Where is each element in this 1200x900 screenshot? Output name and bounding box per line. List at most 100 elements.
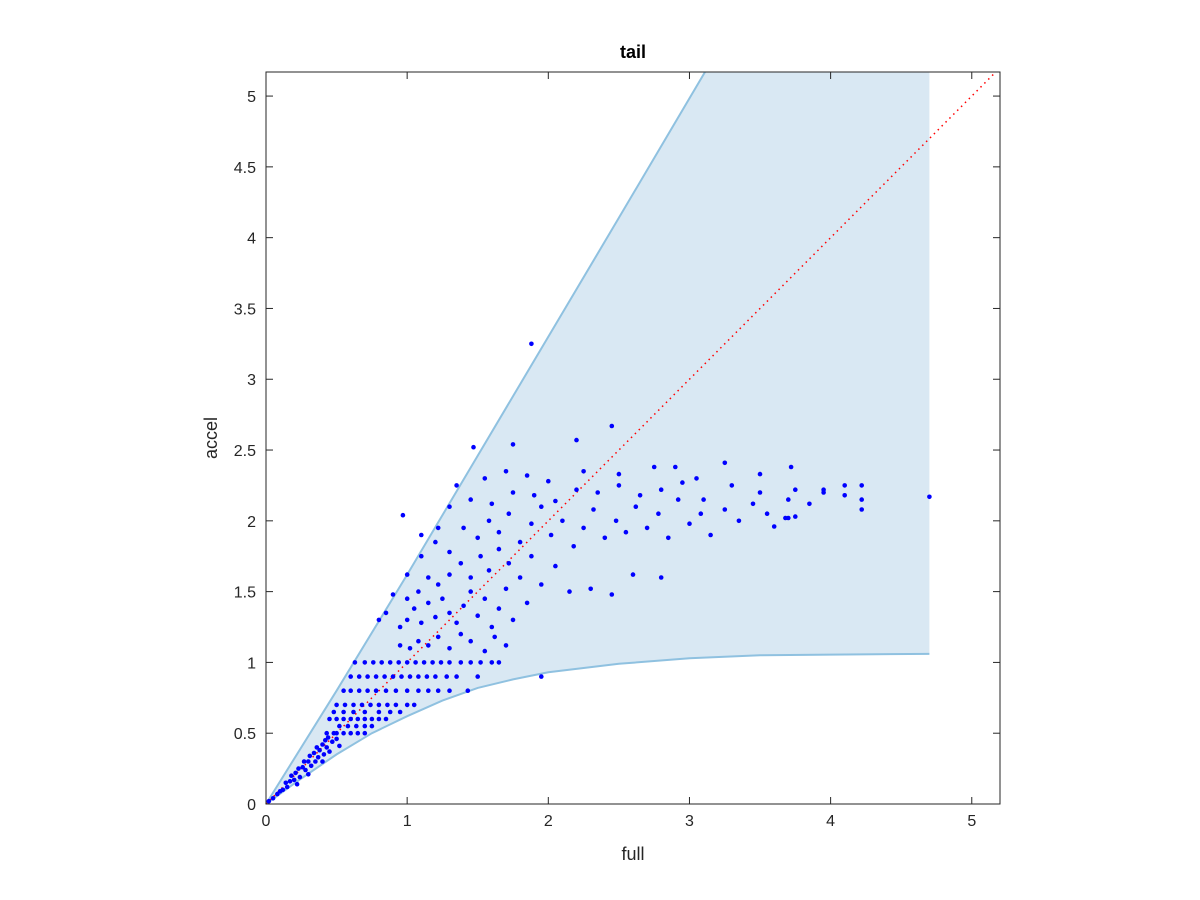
data-point bbox=[341, 709, 346, 715]
data-point bbox=[757, 471, 763, 477]
y-axis-label: accel bbox=[201, 417, 221, 459]
data-point bbox=[440, 596, 445, 601]
band-lower-edge bbox=[265, 652, 930, 805]
data-point bbox=[613, 518, 619, 524]
data-point bbox=[399, 674, 404, 679]
data-point bbox=[489, 660, 495, 665]
data-point bbox=[574, 487, 579, 493]
data-point bbox=[396, 660, 402, 665]
data-point bbox=[471, 444, 476, 450]
data-point bbox=[362, 723, 368, 729]
data-point bbox=[334, 702, 339, 708]
data-point bbox=[307, 753, 313, 759]
data-point bbox=[539, 674, 544, 679]
data-point bbox=[426, 688, 431, 693]
data-point bbox=[320, 742, 325, 747]
data-point bbox=[842, 483, 847, 488]
data-point bbox=[354, 723, 359, 729]
data-point bbox=[468, 589, 474, 594]
data-point bbox=[447, 646, 452, 651]
data-point bbox=[407, 646, 413, 651]
data-point bbox=[461, 603, 466, 609]
data-point bbox=[266, 798, 272, 804]
data-point bbox=[334, 730, 339, 736]
data-point bbox=[365, 688, 370, 693]
data-point bbox=[468, 660, 474, 665]
data-point bbox=[821, 487, 826, 493]
data-point bbox=[324, 745, 330, 750]
data-point bbox=[284, 784, 290, 790]
data-point bbox=[400, 512, 406, 518]
data-point bbox=[644, 525, 650, 531]
data-point bbox=[404, 688, 410, 693]
data-point bbox=[296, 766, 301, 771]
data-point bbox=[337, 723, 342, 729]
data-point bbox=[454, 483, 459, 488]
y-tick-label: 0 bbox=[247, 797, 256, 814]
data-point bbox=[927, 494, 932, 500]
data-point bbox=[458, 631, 464, 637]
data-point bbox=[506, 561, 512, 566]
data-point bbox=[387, 709, 393, 715]
data-point bbox=[383, 688, 389, 693]
data-point bbox=[478, 553, 483, 559]
data-point bbox=[383, 716, 389, 722]
data-point bbox=[376, 709, 382, 715]
axes-box bbox=[265, 71, 1001, 805]
data-point bbox=[303, 767, 308, 773]
data-point bbox=[666, 535, 671, 541]
y-tick-label: 4.5 bbox=[234, 160, 256, 177]
data-point bbox=[482, 476, 488, 481]
x-tick-label: 2 bbox=[544, 813, 553, 830]
data-point bbox=[352, 660, 358, 665]
data-point bbox=[376, 702, 382, 708]
band-upper-edge bbox=[265, 71, 706, 805]
data-point bbox=[454, 620, 459, 626]
data-point bbox=[531, 493, 537, 498]
data-point bbox=[553, 563, 558, 569]
y-tick-label: 5 bbox=[247, 89, 256, 106]
data-point bbox=[270, 796, 276, 801]
data-point bbox=[426, 575, 431, 580]
data-point bbox=[616, 483, 622, 488]
data-point bbox=[355, 730, 361, 736]
data-point bbox=[334, 716, 339, 722]
data-point bbox=[722, 507, 728, 512]
x-tick-label: 3 bbox=[685, 813, 694, 830]
data-point bbox=[341, 716, 346, 722]
x-tick-label: 5 bbox=[967, 813, 976, 830]
data-point bbox=[492, 634, 498, 640]
data-point bbox=[454, 674, 459, 679]
data-point bbox=[348, 716, 354, 722]
data-point bbox=[287, 779, 293, 784]
data-point bbox=[510, 617, 516, 623]
data-point bbox=[503, 643, 509, 648]
data-point bbox=[393, 688, 399, 693]
data-point bbox=[308, 763, 314, 769]
data-point bbox=[503, 586, 509, 592]
data-point bbox=[413, 660, 418, 665]
data-point bbox=[430, 660, 435, 665]
data-point bbox=[517, 539, 523, 545]
data-point bbox=[602, 535, 608, 541]
data-point bbox=[458, 561, 464, 566]
data-point bbox=[788, 464, 794, 470]
data-point bbox=[424, 674, 430, 679]
data-point bbox=[447, 610, 452, 616]
data-point bbox=[468, 575, 474, 580]
data-point bbox=[468, 638, 474, 644]
data-point bbox=[356, 674, 362, 679]
data-point bbox=[465, 688, 471, 693]
data-point bbox=[435, 525, 441, 531]
data-point bbox=[397, 643, 403, 648]
data-point bbox=[362, 660, 368, 665]
data-point bbox=[390, 674, 396, 679]
data-point bbox=[595, 490, 600, 495]
data-point bbox=[311, 750, 317, 756]
data-point bbox=[373, 688, 379, 693]
data-point bbox=[433, 674, 438, 679]
data-point bbox=[320, 759, 325, 764]
data-point bbox=[426, 643, 431, 648]
data-point bbox=[397, 709, 403, 715]
data-point bbox=[786, 497, 791, 502]
